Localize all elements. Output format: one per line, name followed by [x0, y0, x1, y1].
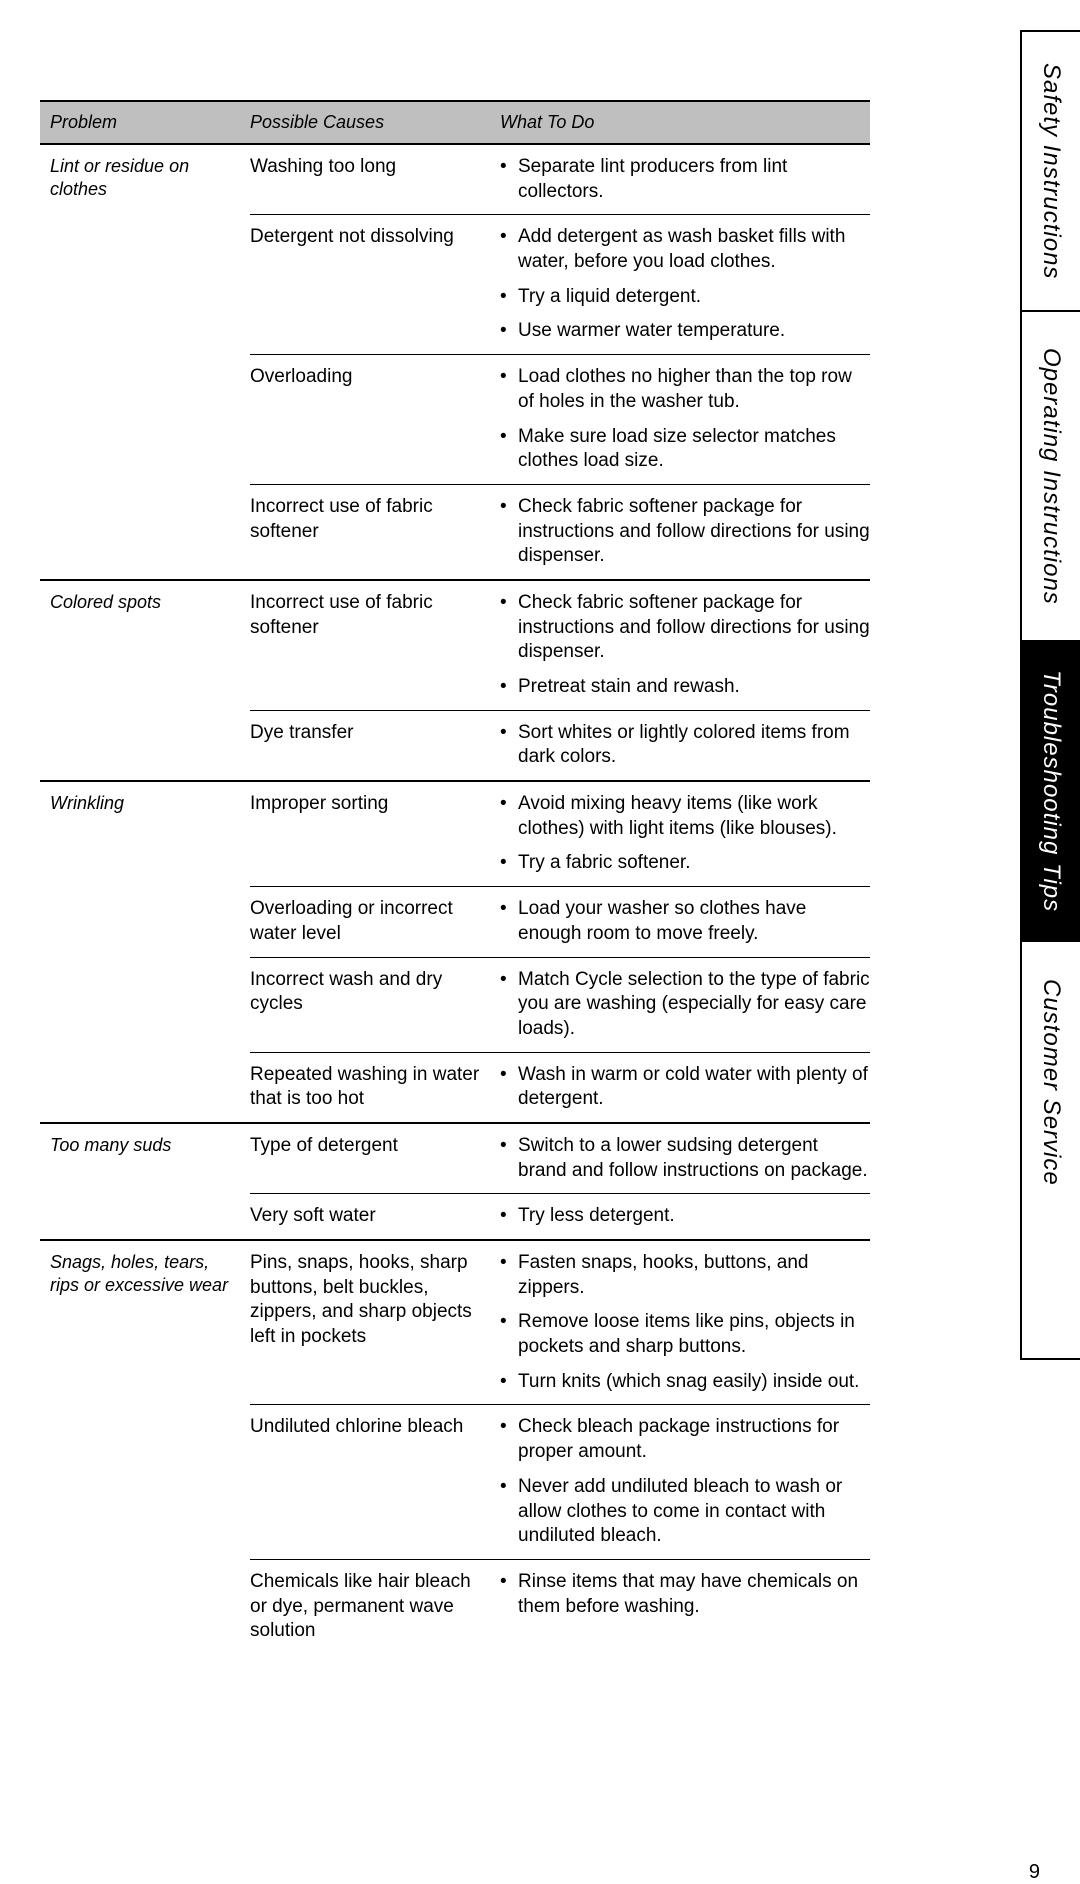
- side-tab-label: Customer Service: [1037, 979, 1065, 1186]
- action-item: Never add undiluted bleach to wash or al…: [500, 1475, 870, 1549]
- cause-row: Repeated washing in water that is too ho…: [250, 1053, 870, 1122]
- problem-cell: Snags, holes, tears, rips or excessive w…: [40, 1241, 250, 1654]
- problem-cell: Colored spots: [40, 581, 250, 780]
- cause-cell: Washing too long: [250, 145, 500, 214]
- troubleshooting-table: Problem Possible Causes What To Do Lint …: [40, 100, 870, 1654]
- cause-cell: Repeated washing in water that is too ho…: [250, 1053, 500, 1122]
- cause-cell: Type of detergent: [250, 1124, 500, 1193]
- actions-cell: Check fabric softener package for instru…: [500, 485, 870, 579]
- cause-cell: Incorrect wash and dry cycles: [250, 958, 500, 1052]
- actions-cell: Rinse items that may have chemicals on t…: [500, 1560, 870, 1654]
- cause-row: Very soft waterTry less detergent.: [250, 1194, 870, 1239]
- cause-cell: Chemicals like hair bleach or dye, perma…: [250, 1560, 500, 1654]
- cause-cell: Improper sorting: [250, 782, 500, 886]
- cause-row: Chemicals like hair bleach or dye, perma…: [250, 1560, 870, 1654]
- actions-cell: Avoid mixing heavy items (like work clot…: [500, 782, 870, 886]
- cause-cell: Detergent not dissolving: [250, 215, 500, 354]
- table-row: Too many sudsType of detergentSwitch to …: [40, 1124, 870, 1241]
- cause-row: Incorrect use of fabric softenerCheck fa…: [250, 485, 870, 579]
- action-item: Turn knits (which snag easily) inside ou…: [500, 1370, 870, 1395]
- action-item: Rinse items that may have chemicals on t…: [500, 1570, 870, 1619]
- side-tab-label: Safety Instructions: [1037, 63, 1065, 279]
- causes-column: Type of detergentSwitch to a lower sudsi…: [250, 1124, 870, 1239]
- action-item: Fasten snaps, hooks, buttons, and zipper…: [500, 1251, 870, 1310]
- cause-cell: Dye transfer: [250, 711, 500, 780]
- action-item: Avoid mixing heavy items (like work clot…: [500, 792, 870, 851]
- cause-row: Pins, snaps, hooks, sharp buttons, belt …: [250, 1241, 870, 1405]
- actions-cell: Add detergent as wash basket fills with …: [500, 215, 870, 354]
- problem-cell: Too many suds: [40, 1124, 250, 1239]
- cause-row: Type of detergentSwitch to a lower sudsi…: [250, 1124, 870, 1194]
- causes-column: Pins, snaps, hooks, sharp buttons, belt …: [250, 1241, 870, 1654]
- page-content: Problem Possible Causes What To Do Lint …: [40, 30, 1040, 1654]
- cause-row: Improper sortingAvoid mixing heavy items…: [250, 782, 870, 887]
- action-item: Add detergent as wash basket fills with …: [500, 225, 870, 284]
- cause-row: Incorrect wash and dry cyclesMatch Cycle…: [250, 958, 870, 1053]
- table-row: WrinklingImproper sortingAvoid mixing he…: [40, 782, 870, 1124]
- action-item: Match Cycle selection to the type of fab…: [500, 968, 870, 1042]
- actions-cell: Wash in warm or cold water with plenty o…: [500, 1053, 870, 1122]
- action-item: Sort whites or lightly colored items fro…: [500, 721, 870, 770]
- table-header-row: Problem Possible Causes What To Do: [40, 102, 870, 145]
- actions-cell: Sort whites or lightly colored items fro…: [500, 711, 870, 780]
- action-item: Wash in warm or cold water with plenty o…: [500, 1063, 870, 1112]
- action-item: Use warmer water temperature.: [500, 319, 870, 344]
- causes-column: Incorrect use of fabric softenerCheck fa…: [250, 581, 870, 780]
- action-item: Try a liquid detergent.: [500, 285, 870, 320]
- cause-cell: Overloading or incorrect water level: [250, 887, 500, 956]
- action-item: Check bleach package instructions for pr…: [500, 1415, 870, 1474]
- actions-cell: Load clothes no higher than the top row …: [500, 355, 870, 484]
- causes-column: Improper sortingAvoid mixing heavy items…: [250, 782, 870, 1122]
- table-body: Lint or residue on clothesWashing too lo…: [40, 145, 870, 1654]
- side-tab-label: Troubleshooting Tips: [1037, 670, 1065, 912]
- action-item: Separate lint producers from lint collec…: [500, 155, 870, 204]
- cause-cell: Overloading: [250, 355, 500, 484]
- side-tab-label: Operating Instructions: [1037, 348, 1065, 605]
- actions-cell: Match Cycle selection to the type of fab…: [500, 958, 870, 1052]
- action-item: Pretreat stain and rewash.: [500, 675, 870, 700]
- action-item: Check fabric softener package for instru…: [500, 495, 870, 569]
- cause-cell: Pins, snaps, hooks, sharp buttons, belt …: [250, 1241, 500, 1404]
- cause-cell: Undiluted chlorine bleach: [250, 1405, 500, 1558]
- action-item: Make sure load size selector matches clo…: [500, 425, 870, 474]
- cause-row: Detergent not dissolvingAdd detergent as…: [250, 215, 870, 355]
- cause-row: Washing too longSeparate lint producers …: [250, 145, 870, 215]
- action-item: Load clothes no higher than the top row …: [500, 365, 870, 424]
- table-row: Colored spotsIncorrect use of fabric sof…: [40, 581, 870, 782]
- cause-cell: Incorrect use of fabric softener: [250, 581, 500, 710]
- header-problem: Problem: [40, 102, 250, 143]
- actions-cell: Check fabric softener package for instru…: [500, 581, 870, 710]
- cause-row: Overloading or incorrect water levelLoad…: [250, 887, 870, 957]
- cause-row: Incorrect use of fabric softenerCheck fa…: [250, 581, 870, 711]
- action-item: Check fabric softener package for instru…: [500, 591, 870, 675]
- cause-row: OverloadingLoad clothes no higher than t…: [250, 355, 870, 485]
- actions-cell: Fasten snaps, hooks, buttons, and zipper…: [500, 1241, 870, 1404]
- page-number: 9: [1029, 1861, 1040, 1884]
- action-item: Load your washer so clothes have enough …: [500, 897, 870, 946]
- actions-cell: Check bleach package instructions for pr…: [500, 1405, 870, 1558]
- cause-cell: Very soft water: [250, 1194, 500, 1239]
- causes-column: Washing too longSeparate lint producers …: [250, 145, 870, 579]
- cause-cell: Incorrect use of fabric softener: [250, 485, 500, 579]
- table-row: Snags, holes, tears, rips or excessive w…: [40, 1241, 870, 1654]
- problem-cell: Wrinkling: [40, 782, 250, 1122]
- action-item: Try less detergent.: [500, 1204, 870, 1229]
- actions-cell: Try less detergent.: [500, 1194, 870, 1239]
- header-action: What To Do: [500, 102, 870, 143]
- problem-cell: Lint or residue on clothes: [40, 145, 250, 579]
- header-cause: Possible Causes: [250, 102, 500, 143]
- actions-cell: Separate lint producers from lint collec…: [500, 145, 870, 214]
- cause-row: Dye transferSort whites or lightly color…: [250, 711, 870, 780]
- action-item: Remove loose items like pins, objects in…: [500, 1310, 870, 1369]
- table-row: Lint or residue on clothesWashing too lo…: [40, 145, 870, 581]
- cause-row: Undiluted chlorine bleachCheck bleach pa…: [250, 1405, 870, 1559]
- action-item: Switch to a lower sudsing detergent bran…: [500, 1134, 870, 1183]
- actions-cell: Switch to a lower sudsing detergent bran…: [500, 1124, 870, 1193]
- action-item: Try a fabric softener.: [500, 851, 870, 876]
- actions-cell: Load your washer so clothes have enough …: [500, 887, 870, 956]
